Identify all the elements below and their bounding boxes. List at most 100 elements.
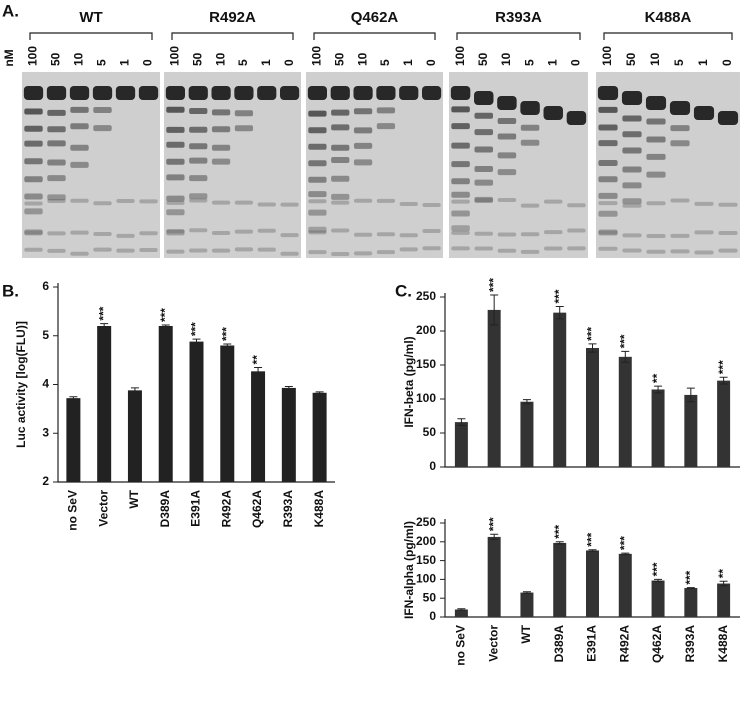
error-bar bbox=[686, 387, 695, 403]
bar bbox=[66, 398, 81, 482]
y-tick-label: 150 bbox=[416, 553, 436, 567]
gel bbox=[449, 72, 588, 258]
y-tick-label: 0 bbox=[429, 459, 436, 473]
y-tick-label: 0 bbox=[429, 609, 436, 623]
gel-band bbox=[376, 198, 396, 203]
gel-band bbox=[451, 246, 470, 251]
significance-label: *** bbox=[189, 322, 203, 336]
gel-bracket bbox=[456, 32, 581, 40]
significance-label: *** bbox=[683, 570, 697, 584]
gel-band bbox=[353, 127, 373, 134]
lane-label: 5 bbox=[95, 59, 109, 66]
gel-band bbox=[621, 91, 643, 105]
gel-band bbox=[47, 109, 66, 116]
gel-band bbox=[24, 140, 43, 147]
gel-bracket bbox=[313, 32, 436, 40]
gel-band bbox=[645, 96, 667, 110]
gel-band bbox=[24, 125, 43, 132]
gel-band bbox=[308, 191, 327, 198]
bar bbox=[97, 326, 112, 482]
gel-band bbox=[399, 86, 419, 100]
gel-band bbox=[70, 144, 89, 151]
gel-band bbox=[308, 199, 327, 204]
gel-band bbox=[474, 91, 494, 105]
gel-band bbox=[70, 251, 89, 256]
gel-band bbox=[23, 86, 44, 100]
error-bar bbox=[490, 294, 499, 326]
gel-band bbox=[70, 106, 89, 113]
gel-band bbox=[234, 125, 254, 132]
gel-band bbox=[353, 108, 373, 115]
x-tick-label: Q462A bbox=[250, 490, 264, 528]
gel-band bbox=[331, 228, 350, 233]
gel-band bbox=[622, 182, 642, 189]
gel-band bbox=[211, 248, 231, 253]
gel-band bbox=[308, 209, 327, 216]
gel-band bbox=[694, 201, 714, 206]
gel-band bbox=[597, 86, 619, 100]
error-bar bbox=[130, 387, 139, 394]
gel-band bbox=[24, 193, 43, 200]
gel-band bbox=[166, 141, 185, 148]
gel-band bbox=[670, 125, 690, 132]
gel-band bbox=[211, 126, 231, 133]
gel-band bbox=[520, 203, 540, 208]
gel-band bbox=[567, 228, 586, 233]
gel-band bbox=[93, 106, 112, 113]
lane-label: 5 bbox=[236, 59, 250, 66]
gel-name: Q462A bbox=[351, 9, 399, 26]
error-bar bbox=[621, 350, 630, 363]
x-tick-label: Q462A bbox=[650, 625, 664, 663]
gel-band bbox=[189, 175, 208, 182]
gel-band bbox=[670, 140, 690, 147]
gel-band bbox=[189, 248, 208, 253]
gel-band bbox=[166, 229, 185, 234]
lane-label: 5 bbox=[522, 59, 536, 66]
y-tick-label: 2 bbox=[42, 474, 49, 488]
gel-band bbox=[165, 86, 186, 100]
gel-band bbox=[47, 248, 66, 253]
bar bbox=[618, 553, 632, 617]
bar bbox=[312, 392, 327, 482]
bar bbox=[717, 583, 731, 617]
bar bbox=[520, 401, 534, 467]
panel-label: B. bbox=[2, 281, 19, 300]
error-bar bbox=[686, 587, 695, 589]
bar bbox=[127, 390, 142, 482]
gel-band bbox=[166, 106, 185, 113]
error-bar bbox=[457, 418, 466, 427]
gel-band bbox=[139, 231, 158, 236]
bar bbox=[553, 542, 567, 617]
bar bbox=[487, 536, 501, 617]
gel-band bbox=[331, 124, 350, 131]
gel-band bbox=[451, 199, 470, 204]
gel-band bbox=[93, 232, 112, 237]
x-tick-label: no SeV bbox=[66, 490, 80, 531]
gel-band bbox=[308, 110, 327, 117]
gel-band bbox=[646, 136, 666, 143]
lane-label: 10 bbox=[648, 52, 662, 66]
gel-band bbox=[93, 125, 112, 132]
lane-label: 10 bbox=[213, 52, 227, 66]
gel-band bbox=[474, 112, 494, 119]
significance-label: *** bbox=[617, 536, 631, 550]
gel bbox=[596, 72, 740, 258]
lane-label: 100 bbox=[600, 46, 614, 66]
gel-band bbox=[451, 106, 470, 113]
gel-band bbox=[189, 193, 208, 200]
x-tick-label: D389A bbox=[158, 490, 172, 528]
gel-band bbox=[279, 86, 300, 100]
error-bar bbox=[223, 343, 232, 348]
gel-band bbox=[422, 246, 441, 251]
significance-label: *** bbox=[158, 308, 172, 322]
gel-band bbox=[474, 196, 494, 203]
gel-band bbox=[280, 233, 299, 238]
y-axis-label: IFN-beta (pg/ml) bbox=[402, 336, 416, 427]
gel-band bbox=[646, 201, 666, 206]
bar bbox=[618, 356, 632, 467]
lane-label: 10 bbox=[499, 52, 513, 66]
gel-band bbox=[116, 233, 135, 238]
gel-band bbox=[598, 176, 618, 183]
gel-band bbox=[166, 195, 185, 202]
gel-band bbox=[331, 175, 350, 182]
